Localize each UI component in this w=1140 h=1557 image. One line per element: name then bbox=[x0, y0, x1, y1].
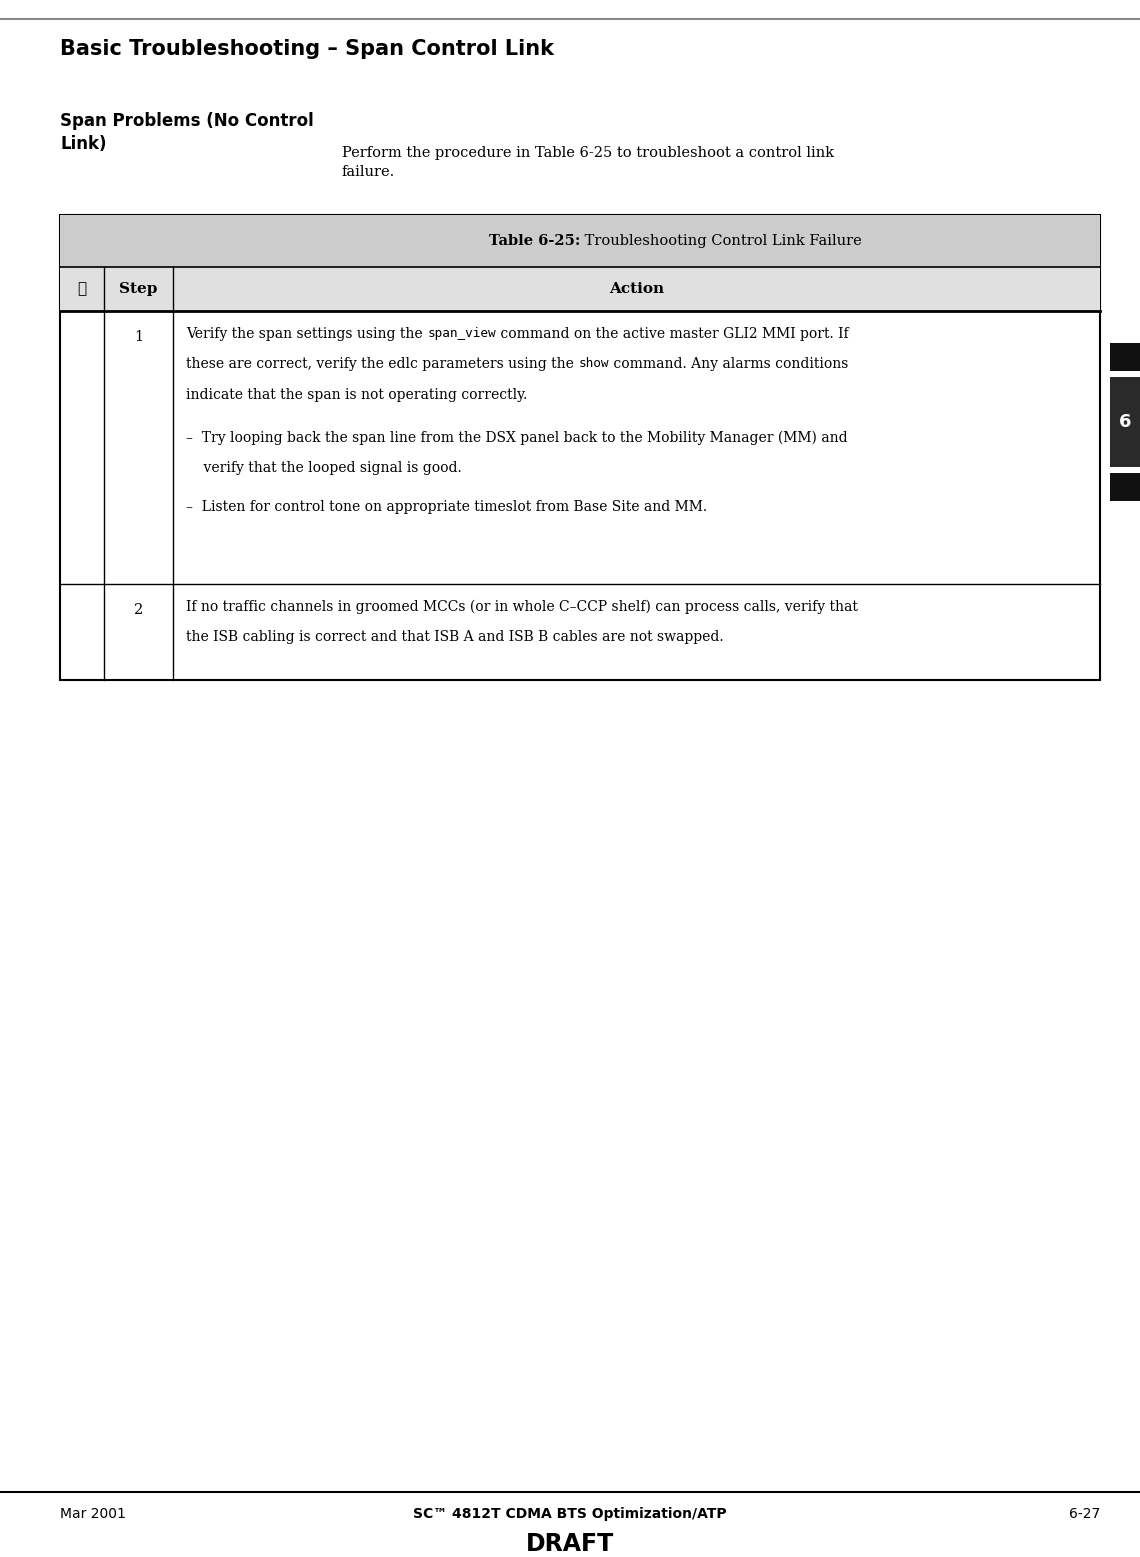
Text: 1: 1 bbox=[133, 330, 142, 344]
Bar bbox=[1110, 473, 1140, 501]
Text: these are correct, verify the edlc parameters using the: these are correct, verify the edlc param… bbox=[186, 357, 579, 371]
Bar bbox=[60, 268, 1100, 311]
Text: Basic Troubleshooting – Span Control Link: Basic Troubleshooting – Span Control Lin… bbox=[60, 39, 554, 59]
Text: –  Listen for control tone on appropriate timeslot from Base Site and MM.: – Listen for control tone on appropriate… bbox=[186, 500, 708, 514]
Text: Verify the span settings using the: Verify the span settings using the bbox=[186, 327, 428, 341]
Text: command. Any alarms conditions: command. Any alarms conditions bbox=[609, 357, 848, 371]
Text: 2: 2 bbox=[133, 603, 142, 617]
Text: SC™ 4812T CDMA BTS Optimization/ATP: SC™ 4812T CDMA BTS Optimization/ATP bbox=[413, 1507, 727, 1521]
Text: verify that the looped signal is good.: verify that the looped signal is good. bbox=[186, 461, 462, 475]
Bar bbox=[1110, 377, 1140, 467]
Text: If no traffic channels in groomed MCCs (or in whole C–CCP shelf) can process cal: If no traffic channels in groomed MCCs (… bbox=[186, 599, 858, 613]
Bar bbox=[1110, 343, 1140, 371]
Bar bbox=[60, 215, 1100, 268]
Text: Table 6-25:: Table 6-25: bbox=[489, 234, 580, 248]
Text: DRAFT: DRAFT bbox=[526, 1532, 614, 1555]
Text: 6: 6 bbox=[1119, 413, 1131, 431]
Text: Step: Step bbox=[120, 282, 157, 296]
Text: Mar 2001: Mar 2001 bbox=[60, 1507, 127, 1521]
Text: Troubleshooting Control Link Failure: Troubleshooting Control Link Failure bbox=[580, 234, 862, 248]
Text: command on the active master GLI2 MMI port. If: command on the active master GLI2 MMI po… bbox=[496, 327, 848, 341]
Text: Perform the procedure in Table 6-25 to troubleshoot a control link
failure.: Perform the procedure in Table 6-25 to t… bbox=[342, 146, 834, 179]
Text: 6-27: 6-27 bbox=[1069, 1507, 1100, 1521]
Text: the ISB cabling is correct and that ISB A and ISB B cables are not swapped.: the ISB cabling is correct and that ISB … bbox=[186, 629, 724, 643]
Text: show: show bbox=[579, 357, 609, 371]
Text: –  Try looping back the span line from the DSX panel back to the Mobility Manage: – Try looping back the span line from th… bbox=[186, 430, 848, 445]
Text: Action: Action bbox=[609, 282, 663, 296]
Text: span_view: span_view bbox=[428, 327, 496, 339]
Text: ✓: ✓ bbox=[78, 282, 87, 296]
Bar bbox=[60, 215, 1100, 680]
Text: Span Problems (No Control
Link): Span Problems (No Control Link) bbox=[60, 112, 315, 153]
Text: indicate that the span is not operating correctly.: indicate that the span is not operating … bbox=[186, 388, 528, 402]
